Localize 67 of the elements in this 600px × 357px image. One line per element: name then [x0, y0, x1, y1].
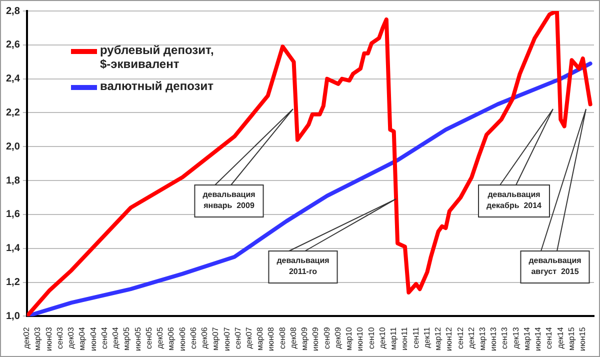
x-tick-label: мар15	[566, 326, 576, 351]
x-tick-label: сен12	[456, 326, 465, 349]
x-tick-label: июн03	[44, 326, 54, 352]
y-tick-label: 2,6	[6, 40, 20, 51]
legend-label: валютный депозит	[100, 79, 214, 93]
x-tick-label: дек14	[556, 326, 565, 349]
x-tick-label: июн13	[489, 326, 498, 352]
x-tick-label: июн12	[444, 326, 454, 352]
x-tick-label: дек13	[511, 326, 520, 349]
x-tick-label: июн09	[311, 326, 320, 352]
y-tick-label: 1,4	[6, 243, 20, 254]
x-tick-label: мар08	[256, 326, 265, 351]
x-tick-label: июн07	[222, 326, 232, 352]
x-tick-label: сен09	[322, 326, 332, 349]
y-tick-label: 1,6	[6, 209, 20, 220]
x-tick-label: мар03	[33, 326, 42, 351]
x-tick-label: мар11	[389, 326, 398, 350]
x-tick-label: мар06	[166, 326, 176, 351]
legend-label: рублевый депозит, $-эквивалент	[100, 43, 215, 71]
x-tick-label: июн04	[88, 326, 98, 352]
x-tick-label: мар14	[522, 326, 532, 351]
y-tick-label: 1,0	[6, 310, 20, 322]
x-tick-label: дек09	[333, 326, 342, 349]
x-tick-label: дек06	[200, 326, 210, 349]
x-tick-label: сен14	[544, 326, 554, 349]
annotation: девальвация август 2015	[528, 256, 582, 276]
y-tick-label: 1,2	[6, 277, 20, 288]
x-tick-label: сен10	[366, 326, 376, 349]
x-tick-label: сен07	[233, 326, 242, 349]
x-tick-label: дек07	[244, 326, 254, 349]
x-tick-label: дек05	[156, 326, 165, 349]
x-tick-label: дек04	[111, 326, 120, 349]
x-tick-label: сен13	[500, 326, 510, 349]
x-tick-label: сен04	[100, 326, 109, 349]
x-tick-label: сен11	[411, 326, 420, 348]
x-tick-label: мар13	[478, 326, 488, 351]
x-tick-label: сен03	[55, 326, 64, 349]
x-tick-label: июн15	[578, 326, 588, 352]
x-tick-label: мар05	[122, 326, 132, 351]
x-tick-label: мар10	[344, 326, 354, 351]
x-tick-label: июн11	[400, 326, 410, 350]
y-tick-label: 2,8	[6, 6, 20, 17]
x-tick-label: мар12	[434, 326, 443, 351]
x-tick-label: дек12	[466, 326, 476, 349]
y-tick-label: 2,4	[6, 74, 20, 85]
x-tick-label: дек02	[22, 326, 32, 349]
x-tick-label: июн06	[178, 326, 187, 352]
y-tick-label: 2,0	[6, 141, 20, 152]
annotation: девальвация декабрь 2014	[486, 190, 542, 210]
x-tick-label: сен08	[278, 326, 287, 349]
x-tick-label: июн14	[534, 326, 543, 352]
x-tick-label: дек11	[422, 326, 432, 348]
x-tick-label: июн05	[133, 326, 142, 352]
x-tick-label: дек08	[288, 326, 298, 349]
x-tick-label: июн10	[356, 326, 365, 352]
x-tick-label: дек10	[378, 326, 387, 349]
x-tick-label: сен06	[188, 326, 198, 349]
x-tick-label: мар09	[300, 326, 310, 351]
x-tick-label: мар04	[78, 326, 87, 351]
annotation: девальвация январь 2009	[202, 190, 256, 210]
y-tick-label: 1,8	[6, 175, 20, 186]
annotation: девальвация 2011-го	[276, 256, 330, 276]
y-tick-label: 2,2	[6, 107, 20, 118]
x-tick-label: июн08	[266, 326, 276, 352]
x-tick-label: сен05	[144, 326, 154, 349]
x-tick-label: дек03	[66, 326, 76, 349]
x-tick-label: мар07	[211, 326, 220, 351]
